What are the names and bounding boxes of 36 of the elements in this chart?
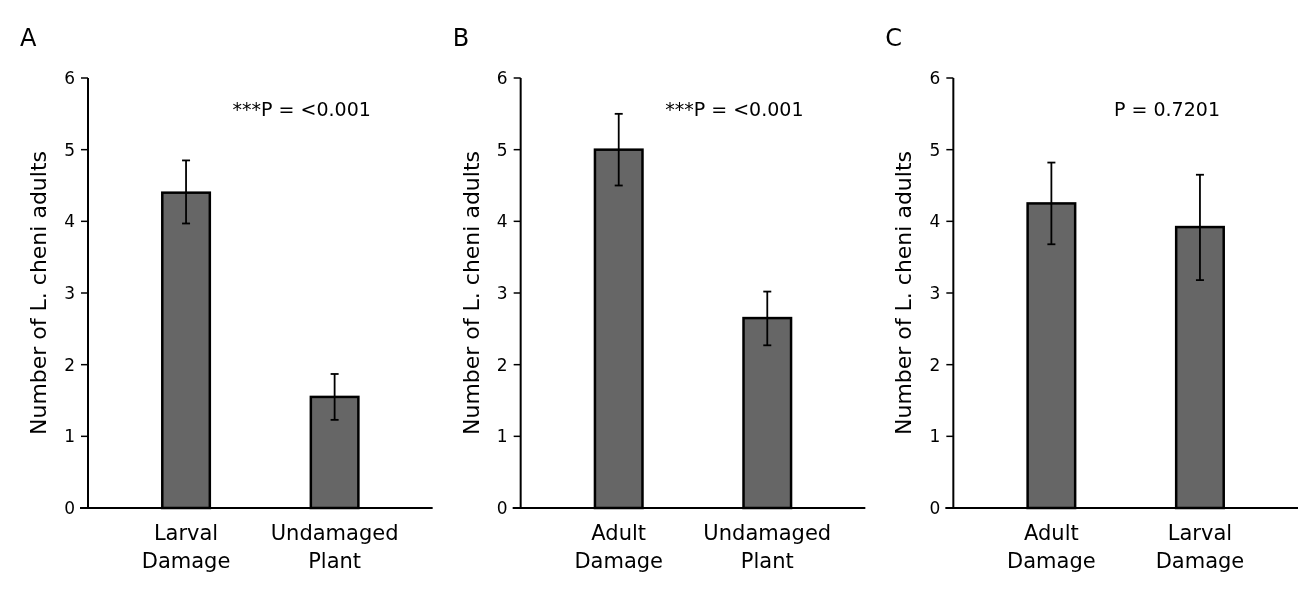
annotation: ***P = <0.001 <box>665 98 804 120</box>
y-axis-title: Number of L. cheni adults <box>26 150 51 436</box>
y-tick-label: 1 <box>929 426 941 447</box>
x-tick-label: Adult Damage <box>574 521 664 573</box>
y-tick-label: 4 <box>929 211 941 232</box>
y-tick-label: 3 <box>64 282 75 303</box>
x-tick-label: Adult Damage <box>1007 521 1096 573</box>
y-tick-label: 6 <box>496 67 508 88</box>
y-tick-label: 2 <box>496 354 508 375</box>
annotation: P = 0.7201 <box>1114 98 1220 120</box>
y-tick-label: 2 <box>64 354 75 375</box>
x-tick-label: Larval Damage <box>141 521 231 573</box>
y-tick-label: 1 <box>496 426 508 447</box>
y-tick-label: 0 <box>929 497 941 518</box>
annotation: ***P = <0.001 <box>232 98 371 120</box>
y-tick-label: 4 <box>64 211 75 232</box>
y-tick-label: 5 <box>929 139 941 160</box>
y-tick-label: 0 <box>64 497 75 518</box>
chart-title: C <box>885 24 903 52</box>
y-tick-label: 4 <box>496 211 508 232</box>
y-tick-label: 1 <box>64 426 75 447</box>
y-tick-label: 5 <box>64 139 75 160</box>
y-tick-label: 2 <box>929 354 941 375</box>
x-tick-label: Larval Damage <box>1155 521 1245 573</box>
y-tick-label: 3 <box>929 282 941 303</box>
x-tick-label: Undamaged Plant <box>703 521 832 573</box>
y-tick-label: 0 <box>496 497 508 518</box>
y-tick-label: 5 <box>496 139 508 160</box>
chart-title: A <box>20 24 37 52</box>
y-tick-label: 6 <box>64 67 75 88</box>
y-tick-label: 6 <box>929 67 941 88</box>
y-tick-label: 3 <box>496 282 508 303</box>
chart-title: B <box>452 24 470 52</box>
x-tick-label: Undamaged Plant <box>270 521 399 573</box>
y-axis-title: Number of L. cheni adults <box>891 150 917 436</box>
y-axis-title: Number of L. cheni adults <box>458 150 484 436</box>
